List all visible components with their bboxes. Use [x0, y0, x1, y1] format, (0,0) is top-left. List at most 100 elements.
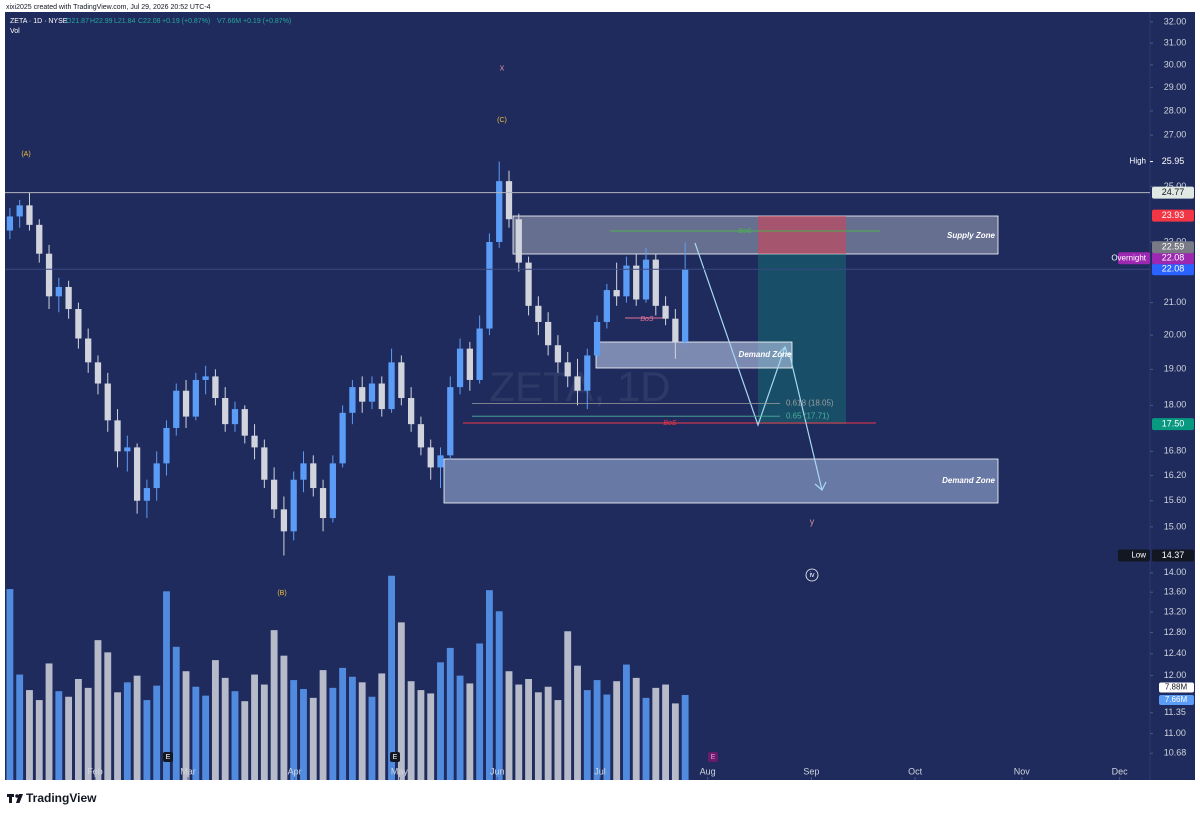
candle-body: [310, 463, 317, 489]
candle-body: [623, 265, 630, 297]
wave-circle: [805, 568, 819, 582]
candle-body: [261, 447, 268, 480]
volume-bar: [564, 631, 572, 780]
volume-bar: [309, 697, 317, 780]
earnings-marker[interactable]: [390, 752, 400, 762]
volume-bar: [231, 691, 239, 780]
wave-label: x: [500, 62, 505, 72]
volume-bar: [65, 696, 73, 780]
volume-bar: [554, 700, 562, 780]
volume-bar: [388, 575, 395, 780]
zone-label: Demand Zone: [942, 476, 995, 485]
candle-body: [75, 309, 82, 339]
volume-bar: [623, 664, 630, 780]
y-tick-label: 18.00: [1164, 400, 1187, 410]
axes: 32.0031.0030.0029.0028.0027.0025.0023.00…: [87, 16, 1186, 780]
earnings-marker[interactable]: [163, 752, 173, 762]
y-tick-label: 13.20: [1164, 606, 1187, 616]
marker-tag-box: [1118, 549, 1150, 562]
candle-body: [633, 265, 640, 300]
candle-body: [398, 362, 405, 399]
legend-row: ZETA · 1D · NYSE O21.87 H22.99 L21.84 C2…: [10, 18, 291, 35]
candle-body: [153, 463, 160, 489]
logo-mark: [15, 794, 19, 798]
candle-body: [613, 290, 620, 297]
x-tick-label: Nov: [1014, 766, 1031, 776]
zone-label: Supply Zone: [947, 231, 996, 240]
volume-bar: [163, 591, 170, 780]
x-tick-label: Feb: [87, 766, 103, 776]
candle-body: [163, 427, 170, 464]
wave-label: (B): [277, 590, 286, 597]
earnings-label: E: [393, 754, 398, 761]
volume-bar: [290, 680, 298, 780]
logo-mark: [16, 794, 23, 803]
volume-bar: [476, 643, 484, 780]
projection-arrow: [788, 351, 823, 491]
candle-body: [104, 383, 111, 421]
volume-bar: [544, 686, 552, 780]
volume-bar: [427, 693, 435, 780]
candle-body: [319, 488, 327, 519]
x-tick-label: Mar: [180, 766, 196, 776]
y-tick-label: 12.00: [1164, 670, 1187, 680]
candle-body: [192, 379, 199, 417]
volume-bar: [671, 703, 679, 780]
x-tick-label: Oct: [908, 766, 923, 776]
volume: V7.66M: [217, 18, 241, 25]
volume-change: +0.19 (+0.87%): [243, 18, 291, 25]
y-tick-label: 14.00: [1164, 567, 1187, 577]
fib-label: 0.618 (18.05): [786, 399, 834, 408]
volume-marker: [1159, 694, 1194, 705]
candle-body: [564, 362, 571, 377]
y-tick-label: 13.60: [1164, 587, 1187, 597]
candle-body: [368, 383, 376, 402]
volume-bar: [485, 590, 493, 780]
volume-bar: [574, 665, 581, 780]
y-tick-label: 16.80: [1164, 446, 1187, 456]
logo-mark: [9, 794, 12, 803]
candle-body: [349, 387, 356, 413]
candle-body: [94, 362, 102, 384]
volume-bar: [329, 687, 337, 780]
candles: [6, 161, 689, 556]
volume-bar: [270, 630, 278, 780]
candle-body: [85, 338, 92, 363]
volume-marker: [1159, 682, 1194, 693]
price-marker-label: 25.95: [1162, 156, 1185, 166]
candle-body: [476, 328, 483, 380]
volume-bar: [114, 692, 121, 780]
candle-body: [574, 376, 581, 391]
price-marker: [1152, 186, 1194, 199]
volume-bar: [26, 690, 33, 780]
volume-bar: [515, 684, 523, 780]
x-tick-label: Jul: [594, 766, 606, 776]
price-marker-label: 17.50: [1162, 419, 1185, 429]
y-tick-label: 10.68: [1164, 748, 1187, 758]
y-tick-label: 21.00: [1164, 297, 1187, 307]
earnings-marker[interactable]: [708, 752, 718, 762]
x-tick-label: Dec: [1112, 766, 1129, 776]
candle-body: [545, 321, 552, 346]
candle-body: [329, 463, 336, 519]
candle-body: [378, 383, 385, 410]
candle-body: [173, 390, 180, 428]
volume-bar: [358, 682, 366, 780]
volume-bar: [348, 676, 356, 780]
volume-pane: [6, 575, 689, 780]
marker-tag-box: [1118, 252, 1150, 265]
brand-name: TradingView: [26, 791, 97, 805]
candle-body: [603, 290, 610, 322]
x-tick-label: Aug: [700, 766, 716, 776]
candle-body: [642, 259, 650, 300]
candle-body: [114, 420, 121, 452]
volume-bar: [319, 670, 327, 780]
candle-body: [65, 286, 72, 310]
candle-body: [662, 305, 669, 319]
pane-label: Vol: [10, 28, 20, 35]
volume-bar: [456, 675, 464, 780]
volume-bar: [505, 671, 513, 780]
bos-label: BoS: [640, 316, 654, 323]
candle-body: [143, 488, 151, 501]
